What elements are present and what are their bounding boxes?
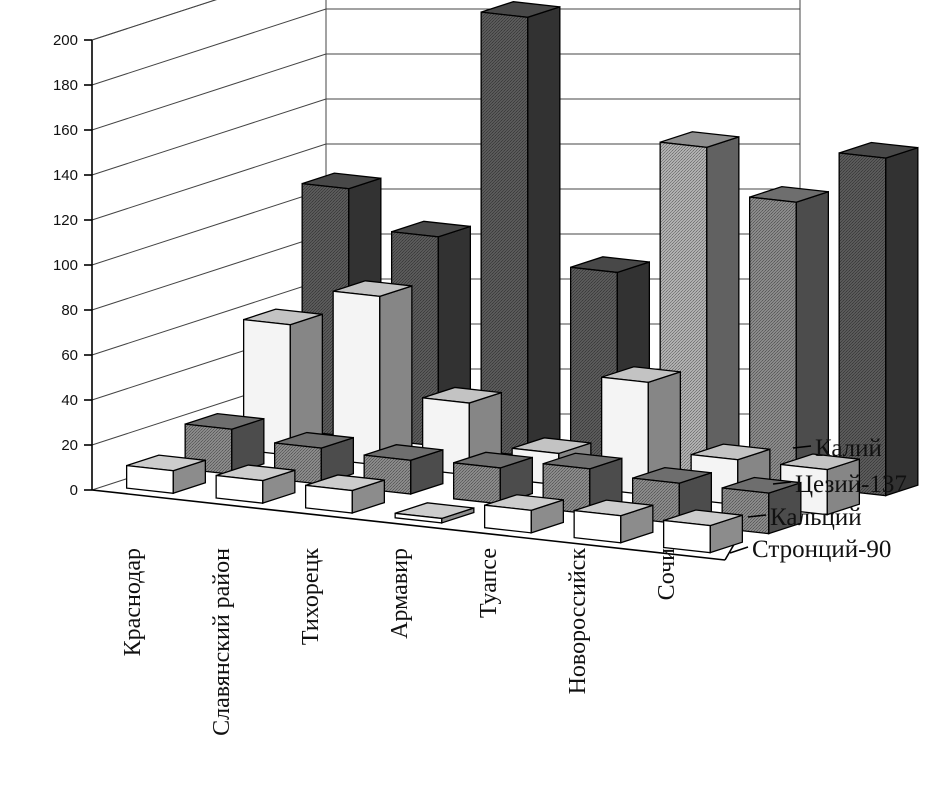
bar-стронций-90-5 [483, 494, 565, 534]
bars [125, 1, 919, 554]
y-tick-label: 60 [61, 347, 78, 364]
bar-face [573, 509, 622, 544]
bar-side [885, 146, 919, 497]
depth-tick [792, 445, 812, 449]
category-label: Армавир [387, 548, 413, 639]
category-label: Сочи [654, 548, 680, 600]
y-tick-label: 200 [53, 32, 78, 49]
category-label: Туапсе [476, 548, 502, 618]
bar-стронций-90-3 [304, 474, 386, 514]
y-tick-label: 100 [53, 257, 78, 274]
series-labels: Стронций-90 Кальций Цезий-137 Калий [729, 435, 907, 563]
left-wall-gridline [91, 98, 327, 176]
series-label: Цезий-137 [795, 471, 907, 498]
bar-кальций-3 [363, 444, 444, 495]
bar-side [527, 5, 561, 457]
depth-tick [729, 546, 749, 554]
bar-face [304, 484, 353, 514]
category-label: Краснодар [120, 548, 146, 656]
bar-texture [453, 462, 501, 504]
bar-калий-6 [748, 185, 830, 487]
bar-face [215, 474, 264, 504]
bar-калий-3 [480, 1, 561, 457]
y-tick-label: 80 [61, 302, 78, 319]
category-labels: Краснодар Славянский район Тихорецк Армавир… [120, 548, 680, 736]
depth-tick [772, 481, 792, 485]
y-tick-label: 40 [61, 392, 78, 409]
series-label: Калий [815, 435, 882, 462]
left-wall-gridline [91, 8, 327, 86]
bar-texture [481, 12, 528, 457]
x-axis-front-edge [91, 489, 726, 561]
bar-face [125, 464, 174, 494]
bar-цезий-137-2 [332, 280, 413, 467]
bar-стронций-90-4 [394, 502, 475, 524]
depth-tick [747, 514, 767, 518]
y-tick-label: 160 [53, 122, 78, 139]
bar-face [662, 519, 711, 554]
left-wall-gridline [91, 53, 327, 131]
category-label: Новороссийск [565, 548, 591, 695]
bar-калий-7 [838, 141, 919, 497]
category-label: Тихорецк [298, 548, 324, 645]
bar-texture [839, 152, 886, 496]
bar-texture [749, 197, 797, 486]
left-wall-top-edge [91, 0, 217, 41]
bar-стронций-90-6 [573, 499, 654, 544]
bar-калий-2 [390, 220, 472, 448]
bar-стронций-90-7 [662, 509, 744, 554]
y-tick-label: 180 [53, 77, 78, 94]
left-wall-gridline [91, 143, 327, 221]
y-axis-ticks: 0 20 40 60 80 100 120 140 160 180 200 [53, 32, 78, 499]
bar-цезий-137-7 [779, 453, 861, 516]
y-tick-label: 20 [61, 437, 78, 454]
category-label: Славянский район [209, 548, 235, 736]
bar-side [379, 285, 413, 467]
series-label: Стронций-90 [752, 536, 891, 563]
y-tick-label: 140 [53, 167, 78, 184]
series-label: Кальций [770, 504, 862, 531]
bar-side [706, 135, 740, 477]
left-wall-gridline [91, 278, 327, 356]
bar-face [483, 504, 532, 534]
bar-кальций-4 [452, 451, 534, 505]
y-tick-label: 0 [70, 482, 78, 499]
left-wall-gridline [91, 188, 327, 266]
left-wall-gridline [91, 233, 327, 311]
bar-стронций-90-1 [125, 454, 207, 495]
bar-стронций-90-2 [215, 464, 296, 505]
y-tick-label: 120 [53, 212, 78, 229]
bar-face [394, 512, 443, 524]
